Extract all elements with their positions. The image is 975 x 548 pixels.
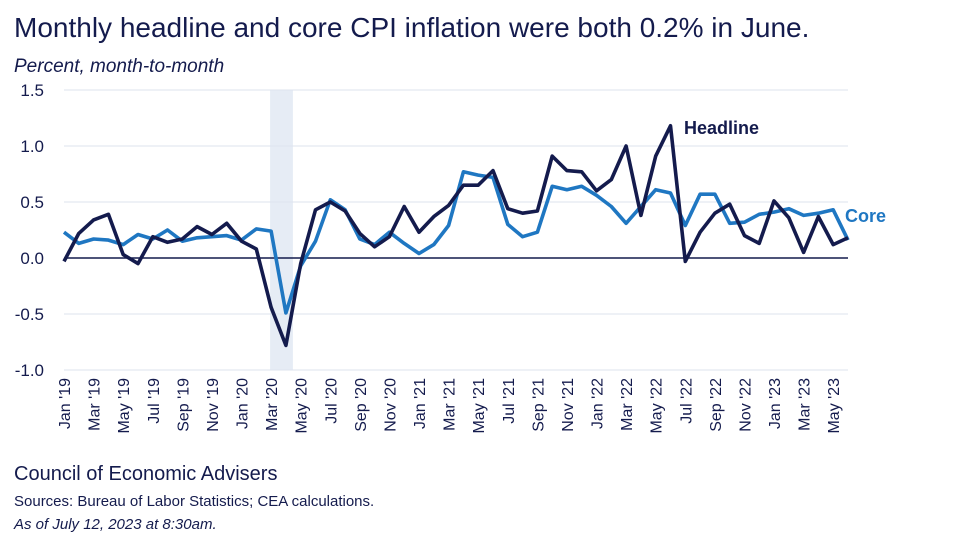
x-tick-label: Jul '19 [146, 378, 163, 424]
x-tick-label: May '21 [471, 378, 488, 434]
y-tick-label: -1.0 [15, 361, 44, 380]
x-tick-label: May '20 [294, 378, 311, 434]
x-tick-label: Jan '19 [57, 378, 74, 429]
chart-subtitle: Percent, month-to-month [14, 56, 225, 77]
footer-organization: Council of Economic Advisers [14, 463, 278, 485]
x-tick-label: Nov '22 [737, 378, 754, 432]
x-tick-label: Jul '21 [501, 378, 518, 424]
headline-series-line [62, 123, 849, 348]
x-tick-label: Mar '19 [87, 378, 104, 431]
core-series-line [62, 170, 850, 315]
series-lines [62, 123, 850, 348]
x-tick-label: Mar '21 [442, 378, 459, 431]
y-tick-label: 1.5 [20, 81, 44, 100]
y-tick-label: 0.5 [20, 193, 44, 212]
cpi-line-chart: -1.0 -0.5 0.0 0.5 1.0 1.5 Jan '19 Mar '19 May '… [15, 81, 886, 434]
x-tick-label: May '22 [649, 378, 666, 434]
x-tick-label: Jan '23 [767, 378, 784, 429]
x-tick-label: Jan '21 [412, 378, 429, 429]
x-tick-label: Sep '21 [530, 378, 547, 432]
x-tick-label: Jan '20 [235, 378, 252, 429]
x-tick-label: Mar '20 [264, 378, 281, 431]
shaded-period-layer [270, 90, 293, 370]
x-tick-label: Sep '19 [175, 378, 192, 432]
x-tick-label: Jul '22 [678, 378, 695, 424]
x-tick-label: Sep '20 [353, 378, 370, 432]
x-tick-label: Jan '22 [590, 378, 607, 429]
chart-title: Monthly headline and core CPI inflation … [14, 12, 810, 43]
y-tick-label: 1.0 [20, 137, 44, 156]
footer-as-of: As of July 12, 2023 at 8:30am. [14, 516, 217, 533]
x-tick-label: May '19 [116, 378, 133, 434]
x-tick-label: Mar '22 [619, 378, 636, 431]
y-axis-ticks: -1.0 -0.5 0.0 0.5 1.0 1.5 [15, 81, 44, 380]
x-tick-label: Jul '20 [323, 378, 340, 424]
x-tick-label: May '23 [826, 378, 843, 434]
y-tick-label: 0.0 [20, 249, 44, 268]
x-tick-label: Nov '21 [560, 378, 577, 432]
series-annotations: Headline Core [684, 118, 886, 226]
y-tick-label: -0.5 [15, 305, 44, 324]
core-label: Core [845, 206, 886, 226]
x-tick-label: Nov '19 [205, 378, 222, 432]
headline-label: Headline [684, 118, 759, 138]
x-tick-label: Mar '23 [797, 378, 814, 431]
x-tick-label: Sep '22 [708, 378, 725, 432]
x-tick-label: Nov '20 [382, 378, 399, 432]
x-axis-ticks: Jan '19 Mar '19 May '19 Jul '19 Sep '19 Nov '… [57, 378, 843, 434]
footer-sources: Sources: Bureau of Labor Statistics; CEA… [14, 493, 375, 510]
recession-shade [270, 90, 293, 370]
